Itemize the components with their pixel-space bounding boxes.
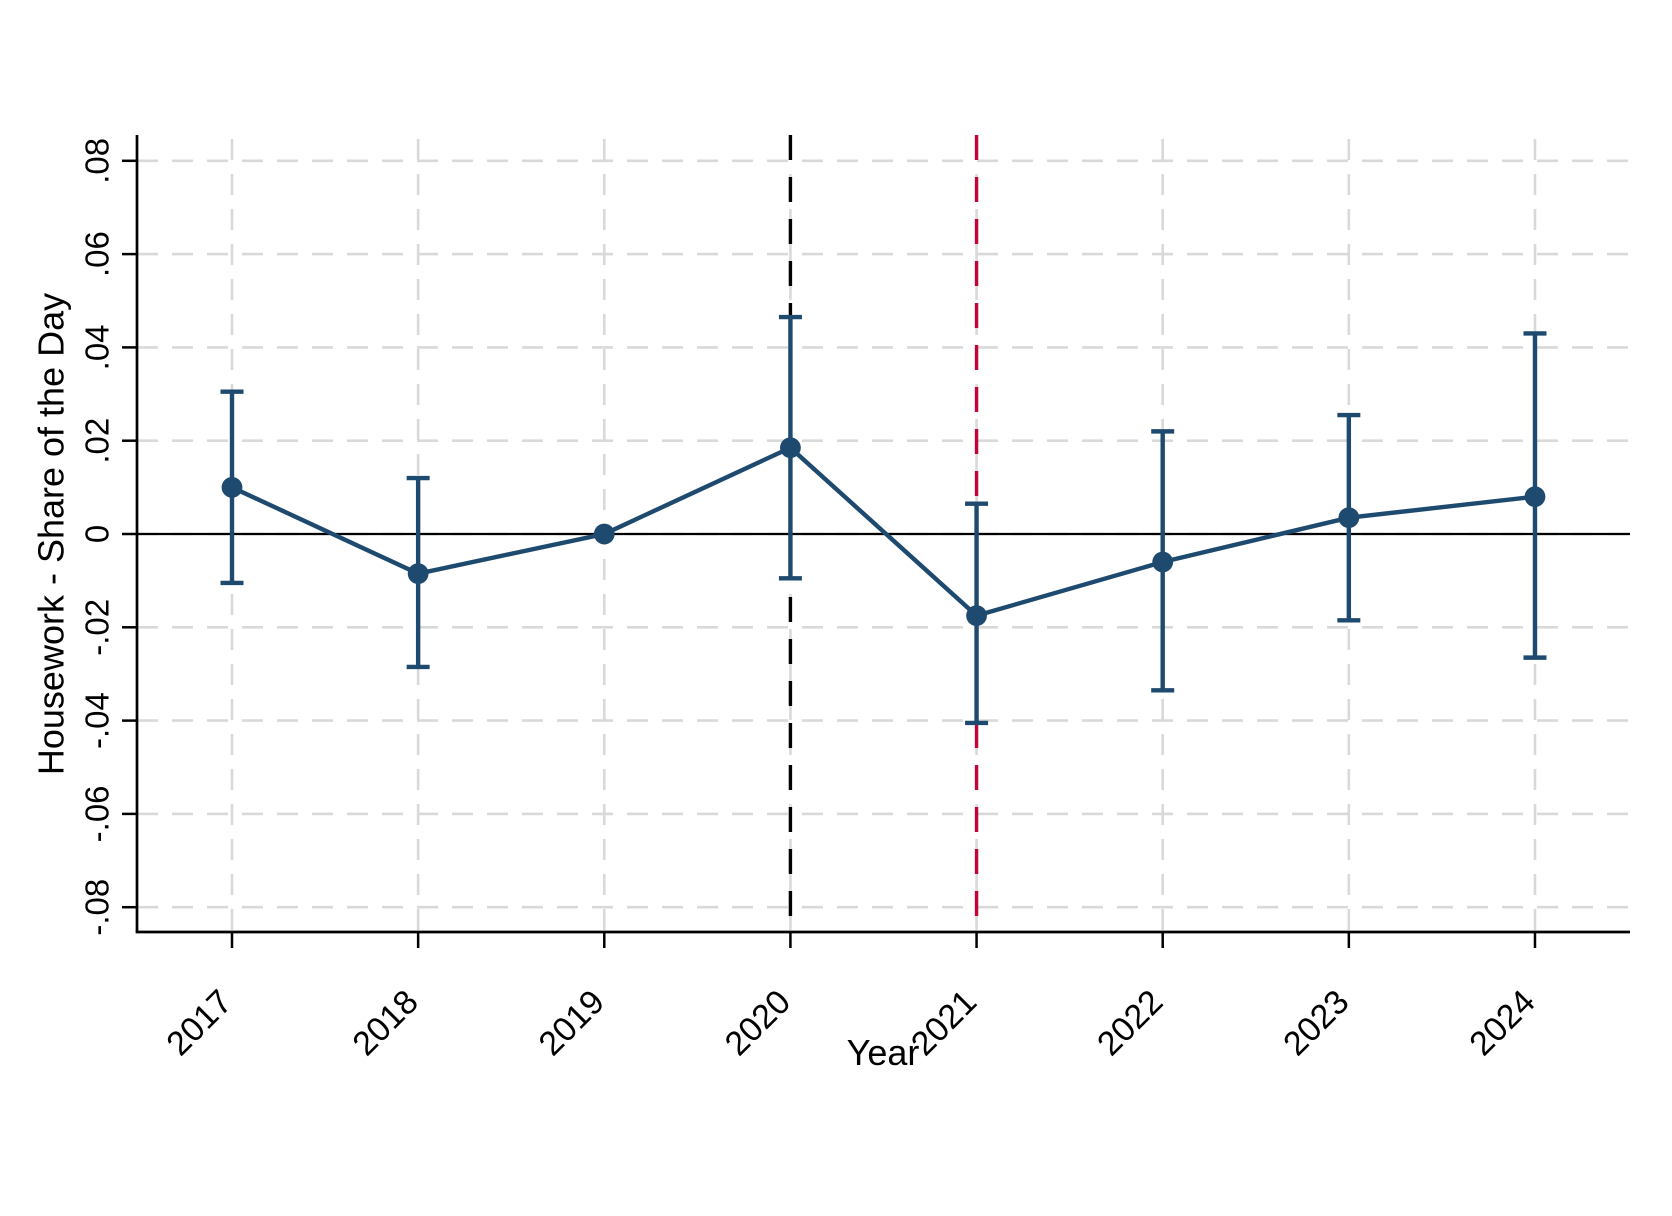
- x-tick-label: 2018: [345, 983, 425, 1063]
- x-tick-label: 2023: [1276, 983, 1356, 1063]
- point-marker: [1338, 507, 1360, 529]
- y-tick-label: .06: [79, 231, 116, 277]
- point-marker: [221, 476, 243, 498]
- x-tick-label: 2024: [1462, 983, 1542, 1063]
- x-tick-label: 2020: [718, 983, 798, 1063]
- y-tick-label: .08: [79, 138, 116, 184]
- y-tick-label: 0: [79, 525, 116, 543]
- point-marker: [1524, 486, 1546, 508]
- y-tick-label: -.06: [79, 785, 116, 842]
- x-axis-title: Year: [847, 1032, 920, 1073]
- y-tick-label: -.08: [79, 879, 116, 936]
- point-marker: [780, 437, 801, 459]
- x-tick-label: 2022: [1090, 983, 1170, 1063]
- trend-line: [231, 445, 1536, 619]
- y-axis-title: Housework - Share of the Day: [31, 293, 72, 775]
- x-tick-label: 2019: [532, 983, 612, 1063]
- plot-area: .08 .06 .04 .02 0 -.02 -.04 -.06 -.08 2017 2018 201…: [79, 135, 1630, 1063]
- x-tick-label: 2017: [159, 983, 239, 1063]
- y-tick-label: -.04: [79, 692, 116, 749]
- y-tick-label: .04: [79, 324, 116, 370]
- point-marker: [966, 605, 987, 627]
- y-tick-label: -.02: [79, 599, 116, 656]
- point-marker: [593, 523, 615, 545]
- y-tick-label: .02: [79, 418, 116, 464]
- point-marker: [1152, 551, 1174, 573]
- point-marker: [407, 563, 429, 585]
